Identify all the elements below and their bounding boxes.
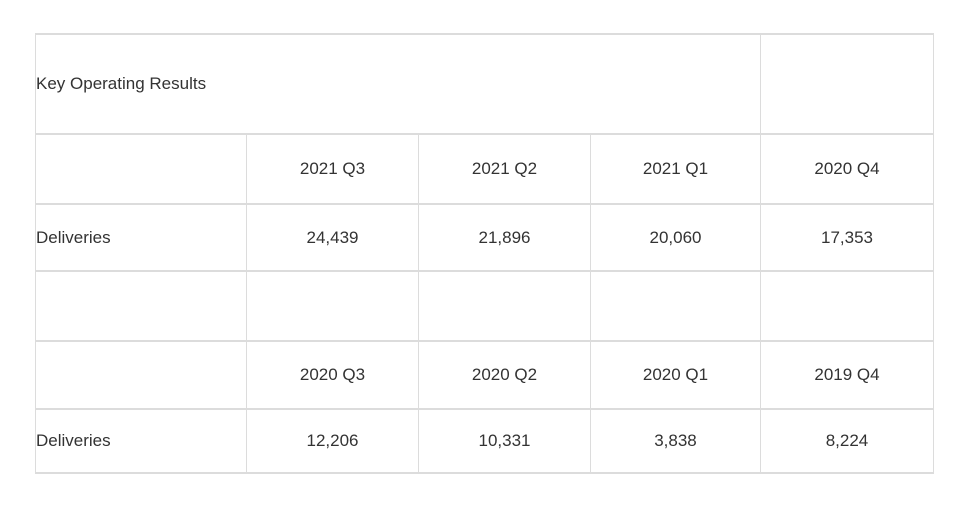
quarter-header-cell: 2021 Q2 (418, 133, 591, 205)
spacer-row (35, 270, 934, 342)
empty-cell (246, 270, 419, 342)
empty-cell (590, 270, 761, 342)
quarter-header-row-2021: 2021 Q3 2021 Q2 2021 Q1 2020 Q4 (35, 133, 934, 205)
value-cell: 17,353 (760, 203, 934, 272)
empty-cell (760, 270, 934, 342)
value-cell: 8,224 (760, 408, 934, 474)
empty-cell (35, 270, 247, 342)
table-title: Key Operating Results (35, 33, 761, 135)
quarter-header-cell: 2021 Q1 (590, 133, 761, 205)
key-operating-results-table: Key Operating Results 2021 Q3 2021 Q2 20… (35, 33, 934, 474)
quarter-header-cell: 2020 Q2 (418, 340, 591, 410)
quarter-header-cell: 2019 Q4 (760, 340, 934, 410)
title-row: Key Operating Results (35, 33, 934, 135)
empty-cell (35, 133, 247, 205)
deliveries-row-2020: Deliveries 12,206 10,331 3,838 8,224 (35, 408, 934, 474)
deliveries-row-2021: Deliveries 24,439 21,896 20,060 17,353 (35, 203, 934, 272)
quarter-header-row-2020: 2020 Q3 2020 Q2 2020 Q1 2019 Q4 (35, 340, 934, 410)
value-cell: 10,331 (418, 408, 591, 474)
quarter-header-cell: 2020 Q1 (590, 340, 761, 410)
row-label: Deliveries (35, 203, 247, 272)
value-cell: 24,439 (246, 203, 419, 272)
value-cell: 20,060 (590, 203, 761, 272)
value-cell: 12,206 (246, 408, 419, 474)
row-label: Deliveries (35, 408, 247, 474)
value-cell: 3,838 (590, 408, 761, 474)
quarter-header-cell: 2020 Q4 (760, 133, 934, 205)
quarter-header-cell: 2020 Q3 (246, 340, 419, 410)
empty-cell (418, 270, 591, 342)
title-row-empty-cell (760, 33, 934, 135)
quarter-header-cell: 2021 Q3 (246, 133, 419, 205)
value-cell: 21,896 (418, 203, 591, 272)
empty-cell (35, 340, 247, 410)
